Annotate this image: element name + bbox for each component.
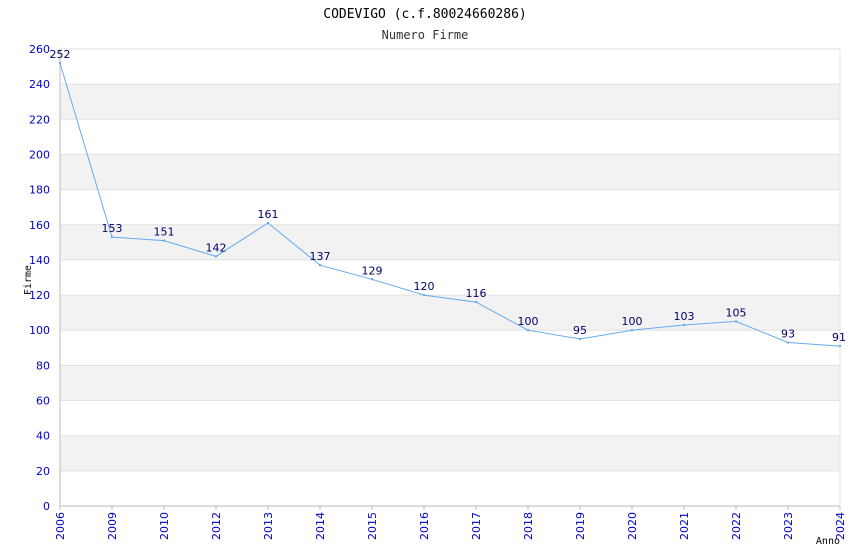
data-point xyxy=(214,255,218,258)
grid-band xyxy=(60,224,840,260)
y-tick-label: 180 xyxy=(29,184,50,197)
data-point xyxy=(734,320,738,323)
x-tick-label: 2009 xyxy=(106,512,119,540)
y-tick-labels: 0 20 40 60 80 100 120 140 160 180 200 220 240 260 xyxy=(29,43,50,513)
data-label: 116 xyxy=(466,287,487,300)
chart-title: CODEVIGO (c.f.80024660286) xyxy=(323,7,527,22)
gridlines xyxy=(60,48,840,507)
x-tick-label: 2012 xyxy=(210,512,223,540)
grid-band xyxy=(60,154,840,190)
y-tick-label: 260 xyxy=(29,43,50,56)
grid-band xyxy=(60,400,840,436)
grid-band xyxy=(60,330,840,366)
data-label: 93 xyxy=(781,328,795,341)
x-tick-label: 2017 xyxy=(470,512,483,540)
y-tick-label: 40 xyxy=(36,430,50,443)
data-point xyxy=(786,341,790,344)
y-tick-label: 200 xyxy=(29,148,50,161)
x-tick-label: 2016 xyxy=(418,512,431,540)
data-point xyxy=(422,293,426,297)
data-label: 161 xyxy=(258,208,279,221)
grid-band xyxy=(60,84,840,120)
y-axis-label: Firme xyxy=(23,265,34,295)
grid-band xyxy=(60,470,840,506)
data-point xyxy=(318,263,322,267)
data-point xyxy=(682,323,686,327)
grid-band xyxy=(60,259,840,296)
data-label: 252 xyxy=(50,48,71,61)
x-axis-label: Anno xyxy=(816,536,840,547)
data-point xyxy=(474,300,478,304)
data-point xyxy=(58,61,62,65)
data-point xyxy=(266,221,270,225)
grid-band xyxy=(60,365,840,401)
y-tick-label: 160 xyxy=(29,219,50,232)
y-tick-label: 140 xyxy=(29,254,50,267)
data-label: 120 xyxy=(414,280,435,293)
data-point xyxy=(162,239,166,242)
x-tick-label: 2006 xyxy=(54,512,67,540)
x-tick-label: 2024 xyxy=(834,512,847,540)
x-tick-label: 2022 xyxy=(730,512,743,540)
grid-band xyxy=(60,295,840,331)
grid-bands xyxy=(60,49,840,506)
chart-subtitle: Numero Firme xyxy=(382,28,469,42)
data-point xyxy=(578,337,582,341)
series-line xyxy=(59,62,841,347)
y-tick-label: 220 xyxy=(29,113,50,126)
data-label: 91 xyxy=(832,331,846,344)
data-point xyxy=(370,278,374,281)
x-tick-label: 2020 xyxy=(626,512,639,540)
data-label: 129 xyxy=(362,264,383,277)
x-tick-labels: 2006 2009 2010 2012 2013 2014 2015 2016 2017 2018… xyxy=(54,506,847,540)
y-tick-label: 60 xyxy=(36,395,50,408)
data-label: 153 xyxy=(102,222,123,235)
data-label: 142 xyxy=(206,241,227,254)
x-tick-label: 2023 xyxy=(782,512,795,540)
data-label: 103 xyxy=(674,310,695,323)
series-line xyxy=(58,61,842,348)
x-tick-label: 2021 xyxy=(678,512,691,540)
grid-band xyxy=(60,49,840,85)
x-tick-label: 2019 xyxy=(574,512,587,540)
data-label: 100 xyxy=(622,315,643,328)
data-label: 100 xyxy=(518,315,539,328)
x-tick-label: 2018 xyxy=(522,512,535,540)
x-tick-label: 2015 xyxy=(366,512,379,540)
x-tick-label: 2013 xyxy=(262,512,275,540)
grid-band xyxy=(60,189,840,225)
data-labels: 252 153 151 142 161 137 129 120 116 100 95 100 103 10… xyxy=(50,48,847,344)
grid-band xyxy=(60,435,840,471)
y-tick-label: 240 xyxy=(29,78,50,91)
y-tick-label: 0 xyxy=(43,500,50,513)
data-point xyxy=(110,235,114,239)
y-tick-label: 100 xyxy=(29,324,50,337)
data-point xyxy=(630,329,634,332)
y-tick-label: 120 xyxy=(29,289,50,302)
axes xyxy=(59,49,841,507)
data-point xyxy=(526,329,530,332)
y-tick-label: 20 xyxy=(36,465,50,478)
x-tick-label: 2014 xyxy=(314,512,327,540)
data-label: 137 xyxy=(310,250,331,263)
data-label: 95 xyxy=(573,324,587,337)
grid-band xyxy=(60,119,840,155)
data-label: 151 xyxy=(154,226,175,239)
x-tick-label: 2010 xyxy=(158,512,171,540)
data-label: 105 xyxy=(726,306,747,319)
y-tick-label: 80 xyxy=(36,359,50,372)
data-point xyxy=(838,344,842,348)
